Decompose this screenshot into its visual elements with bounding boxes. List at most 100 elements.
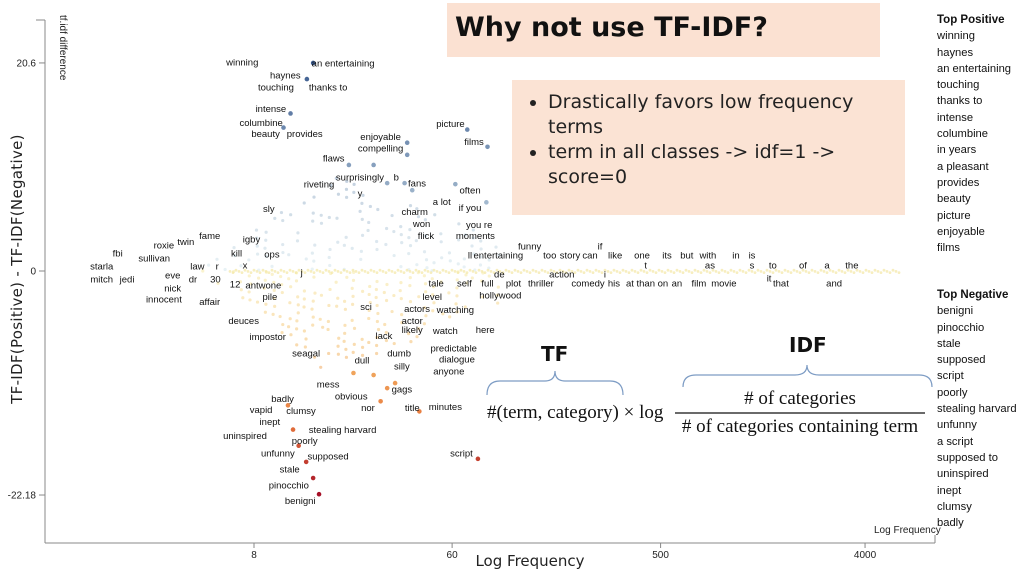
background-dot (345, 275, 349, 279)
background-dot (311, 323, 315, 327)
background-dot (319, 293, 324, 297)
background-dot (726, 271, 730, 274)
background-dot (385, 226, 389, 231)
background-dot (723, 270, 727, 273)
background-dot (494, 245, 498, 249)
background-dot (335, 216, 339, 220)
background-dot (444, 270, 448, 273)
background-dot (432, 268, 436, 272)
background-dot (234, 268, 238, 272)
background-dot (286, 325, 291, 329)
background-dot (247, 274, 251, 278)
background-dot (334, 280, 338, 284)
term-list-item: stealing harvard (937, 403, 1017, 416)
background-dot (390, 270, 394, 273)
term-label: twin (177, 237, 194, 248)
term-label: x (243, 260, 248, 271)
term-label: with (698, 250, 716, 261)
background-dot (504, 268, 508, 272)
background-dot (422, 322, 426, 326)
background-dot (474, 271, 478, 274)
background-dot (348, 271, 352, 274)
background-dot (423, 306, 427, 310)
formula-denominator: # of categories containing term (681, 416, 919, 437)
background-dot (289, 213, 293, 217)
background-dot (256, 276, 261, 280)
y-axis-label: TF-IDF(Positive) - TF-IDF(Negative) (8, 134, 26, 404)
background-dot (264, 270, 268, 273)
background-dot (462, 265, 466, 269)
term-label: picture (436, 119, 465, 130)
background-dot (345, 270, 349, 273)
background-dot (438, 271, 442, 274)
data-point (384, 180, 390, 186)
slide-title: Why not use TF-IDF? (455, 12, 768, 43)
background-dot (345, 179, 349, 183)
background-dot (273, 216, 277, 220)
background-dot (415, 263, 419, 267)
background-dot (207, 263, 211, 267)
background-dot (732, 270, 736, 273)
term-label: predictable (430, 343, 476, 354)
background-dot (241, 296, 245, 300)
background-dot (336, 296, 340, 300)
background-dot (367, 340, 371, 345)
background-dot (285, 271, 289, 274)
background-dot (343, 323, 347, 327)
background-dot (780, 271, 784, 274)
term-label: full (481, 279, 493, 290)
data-point (310, 475, 316, 481)
background-dot (804, 270, 808, 273)
background-dot (255, 300, 260, 304)
term-label: hollywood (479, 291, 521, 302)
background-dot (516, 270, 520, 273)
term-label: to (769, 260, 777, 271)
background-dot (471, 236, 475, 240)
top-negative-heading: Top Negative (937, 289, 1009, 301)
term-label: an entertaining (312, 58, 375, 69)
background-dot (465, 281, 469, 285)
term-list-item: enjoyable (937, 225, 985, 238)
background-dot (576, 268, 580, 272)
background-dot (792, 268, 796, 272)
background-dot (457, 222, 461, 226)
background-dot (375, 271, 379, 274)
term-label: r (216, 261, 219, 272)
top-positive-heading: Top Positive (937, 14, 1005, 26)
background-dot (468, 268, 472, 272)
background-dot (311, 299, 315, 303)
term-list-item: benigni (937, 305, 974, 318)
background-dot (310, 251, 314, 255)
term-label: starla (90, 261, 114, 272)
background-dot (350, 286, 354, 290)
term-label: intense (256, 104, 287, 115)
background-dot (384, 242, 388, 247)
term-label: level (422, 292, 442, 303)
background-dot (291, 270, 295, 273)
term-label: mess (317, 380, 340, 391)
background-dot (837, 268, 841, 272)
background-dot (843, 271, 847, 274)
background-dot (615, 270, 619, 273)
term-label: can (582, 250, 597, 261)
background-dot (258, 271, 262, 274)
term-label: jedi (119, 275, 135, 286)
term-label: benigni (285, 496, 316, 507)
background-dot (302, 297, 306, 301)
term-list-item: script (937, 370, 964, 383)
data-point (371, 162, 376, 168)
background-dot (531, 268, 535, 272)
background-dot (336, 352, 340, 356)
background-dot (478, 263, 483, 267)
background-dot (321, 325, 325, 329)
background-dot (768, 270, 772, 273)
background-dot (705, 270, 709, 273)
term-label: thanks to (309, 83, 348, 94)
data-point (484, 200, 489, 205)
term-label: in (732, 250, 739, 261)
background-dot (272, 288, 276, 292)
term-label: badly (271, 394, 294, 405)
term-list-item: uninspired (937, 468, 989, 481)
background-dot (319, 221, 324, 225)
background-dot (339, 271, 343, 274)
